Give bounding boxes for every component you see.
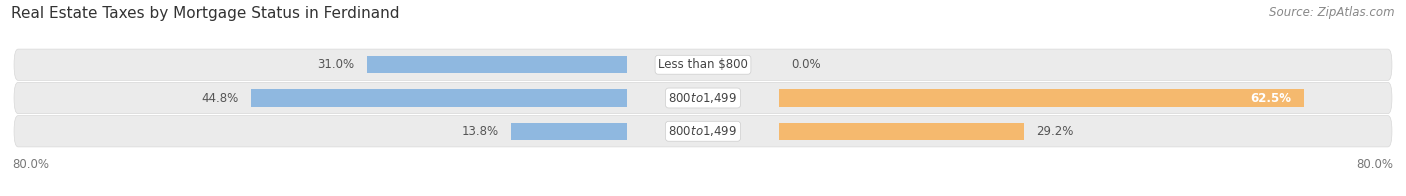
Bar xyxy=(512,123,627,140)
Text: 31.0%: 31.0% xyxy=(318,58,354,71)
Bar xyxy=(779,123,1024,140)
Text: $800 to $1,499: $800 to $1,499 xyxy=(668,91,738,105)
Bar xyxy=(252,89,627,107)
Text: Less than $800: Less than $800 xyxy=(658,58,748,71)
FancyBboxPatch shape xyxy=(14,116,1392,147)
Text: 29.2%: 29.2% xyxy=(1036,125,1074,138)
FancyBboxPatch shape xyxy=(14,82,1392,114)
Bar xyxy=(367,56,627,73)
FancyBboxPatch shape xyxy=(14,49,1392,80)
Text: 13.8%: 13.8% xyxy=(461,125,499,138)
Text: 0.0%: 0.0% xyxy=(792,58,821,71)
Text: $800 to $1,499: $800 to $1,499 xyxy=(668,124,738,138)
Bar xyxy=(779,89,1303,107)
Text: 44.8%: 44.8% xyxy=(201,92,239,104)
Text: 62.5%: 62.5% xyxy=(1250,92,1291,104)
Text: Real Estate Taxes by Mortgage Status in Ferdinand: Real Estate Taxes by Mortgage Status in … xyxy=(11,6,399,21)
Text: Source: ZipAtlas.com: Source: ZipAtlas.com xyxy=(1270,6,1395,19)
